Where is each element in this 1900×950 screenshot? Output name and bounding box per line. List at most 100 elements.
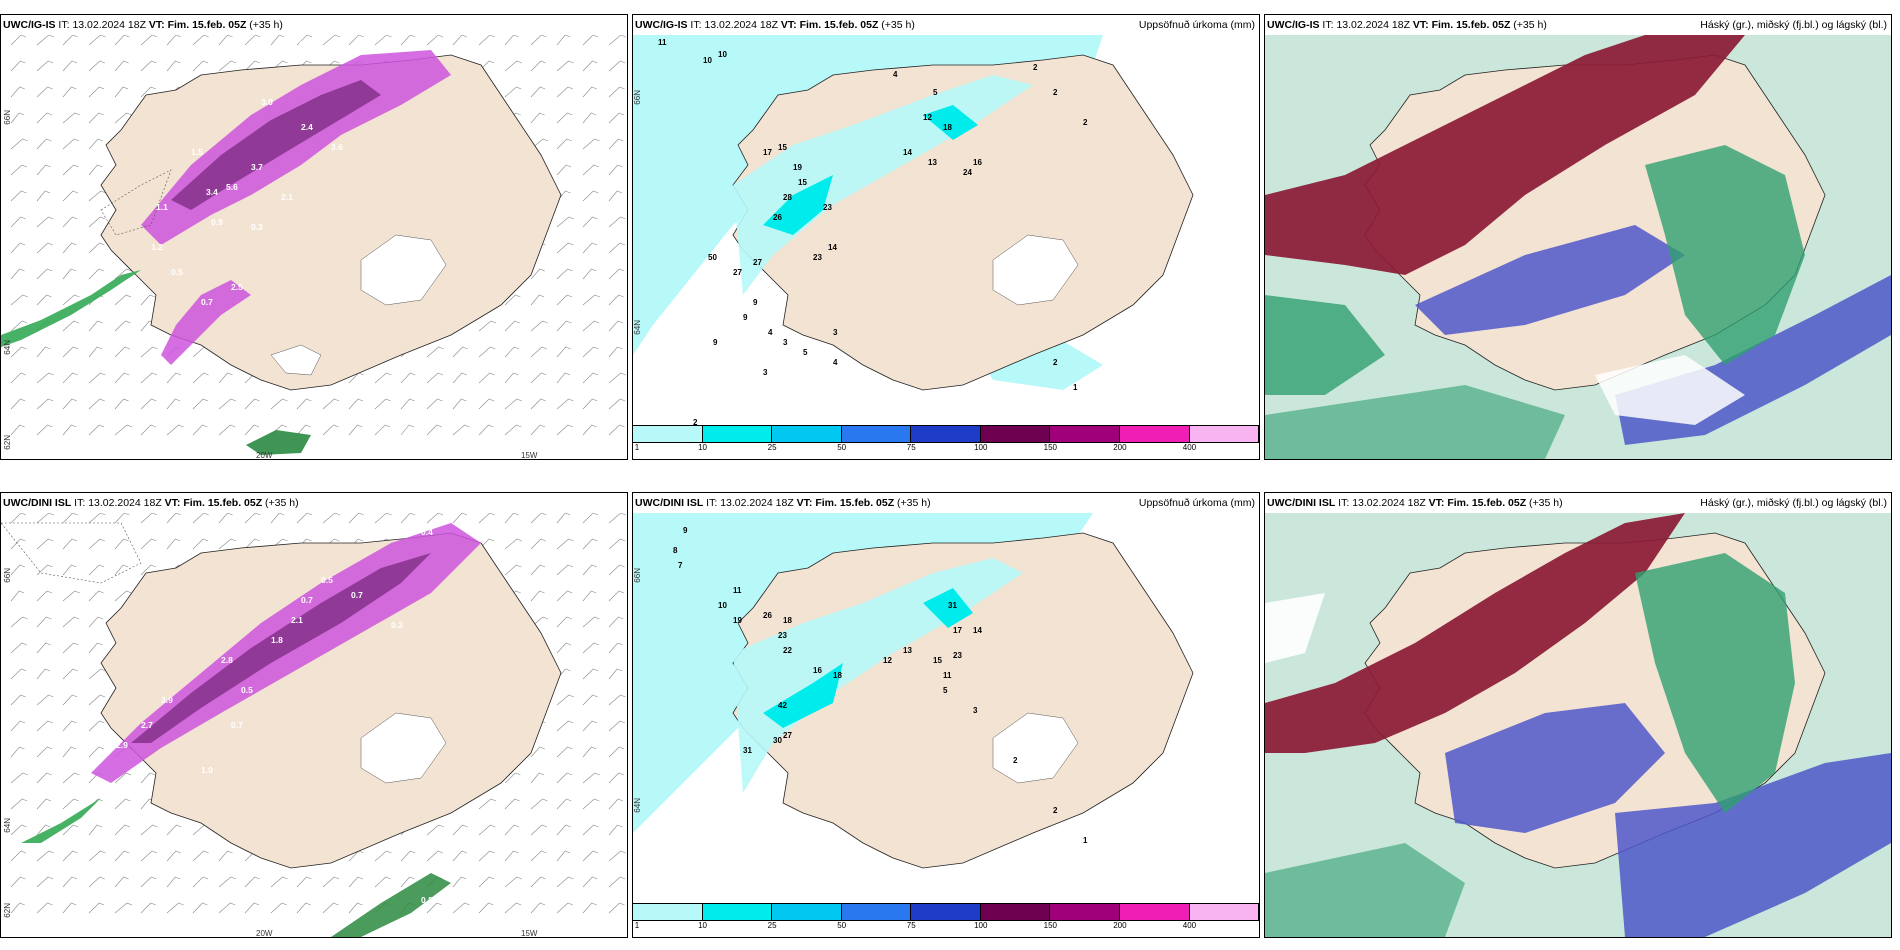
colorbar-tick: 100 — [974, 443, 988, 452]
wind-barb — [36, 538, 54, 550]
wind-barb — [88, 538, 105, 550]
lon-label: 20W — [256, 451, 273, 460]
precip-value: 0.3 — [251, 222, 263, 232]
colorbar-tick: 1 — [634, 921, 640, 930]
wind-barb — [556, 294, 573, 306]
wind-barb — [582, 720, 598, 732]
wind-barb — [36, 642, 51, 654]
wind-barb — [504, 320, 520, 332]
wind-barb — [114, 876, 129, 888]
accum-value: 26 — [773, 213, 782, 222]
accum-value: 2 — [1083, 118, 1088, 127]
wind-barb — [452, 824, 468, 836]
wind-barb — [556, 424, 574, 436]
glacier — [992, 234, 1079, 306]
wind-barb — [62, 320, 79, 332]
map-clouds — [1265, 513, 1891, 937]
wind-barb — [608, 60, 626, 72]
colorbar-tick: 400 — [1182, 443, 1197, 452]
wind-barb — [62, 616, 80, 628]
precip-value: 2.1 — [291, 615, 303, 625]
precip-value-labels: 0.4 3.0 2.4 1.5 3.7 5.6 2.1 3.4 1.1 0.9 1.2 0.3 0.5 0… — [151, 39, 343, 307]
wind-barb — [556, 746, 573, 758]
wind-barb — [10, 694, 26, 706]
wind-barb — [530, 850, 547, 862]
wind-barb — [452, 346, 468, 358]
wind-barb — [36, 564, 53, 576]
map-panel-clouds-bottom: UWC/DINI ISL IT: 13.02.2024 18Z VT: Fim.… — [1264, 492, 1892, 938]
accum-value: 18 — [833, 671, 842, 680]
wind-barb — [348, 513, 364, 524]
colorbar-tick: 10 — [698, 443, 707, 452]
wind-barb — [608, 190, 623, 202]
wind-barb — [504, 876, 523, 888]
wind-barb — [556, 86, 574, 98]
wind-barb — [140, 372, 158, 384]
hatched-area — [100, 169, 172, 236]
accum-value: 11 — [733, 586, 742, 595]
valid-time: Fim. 15.feb. 05Z — [1447, 497, 1527, 509]
accum-value: 2 — [1053, 358, 1058, 367]
accum-value: 16 — [813, 666, 822, 675]
accum-value: 3 — [973, 706, 978, 715]
wind-barb — [114, 590, 132, 602]
wind-barb — [400, 513, 416, 524]
wind-barb — [452, 35, 468, 46]
lat-label: 66N — [633, 90, 642, 105]
lat-label: 64N — [633, 798, 642, 813]
lon-label: 15W — [521, 451, 538, 460]
wind-barb — [36, 294, 52, 306]
wind-barb — [10, 902, 25, 914]
wind-barb — [218, 902, 236, 914]
wind-barb — [556, 824, 571, 836]
wind-barb — [478, 824, 496, 836]
colorbar-segment — [772, 904, 842, 920]
wind-barb — [582, 164, 600, 176]
accum-value: 11 — [658, 38, 667, 47]
lead-time: (+35 h) — [249, 19, 283, 31]
wind-barb — [530, 564, 546, 576]
accum-value: 3 — [763, 368, 768, 377]
vt-label: VT: — [1428, 497, 1445, 509]
wind-barb — [426, 372, 444, 384]
wind-barb — [62, 242, 77, 254]
accum-value: 5 — [943, 686, 948, 695]
wind-barb — [218, 850, 233, 862]
field-title: Háský (gr.), miðský (fj.bl.) og lágský (… — [1700, 19, 1887, 31]
wind-barb — [582, 798, 600, 810]
wind-barb — [530, 60, 546, 72]
lat-label: 66N — [3, 110, 12, 125]
wind-barb — [556, 538, 574, 550]
wind-barb — [36, 346, 51, 358]
wind-barb — [192, 35, 209, 46]
valid-time: Fim. 15.feb. 05Z — [799, 19, 879, 31]
wind-barb — [36, 694, 54, 706]
wind-barb — [426, 902, 442, 914]
wind-barb — [504, 424, 522, 436]
wind-barb — [166, 850, 181, 862]
model-name: UWC/DINI ISL — [635, 497, 704, 509]
wind-barb — [296, 902, 311, 914]
lat-label: 64N — [633, 320, 642, 335]
precip-value: 0.5 — [241, 685, 253, 695]
wind-barb — [10, 850, 27, 862]
wind-barb — [88, 190, 106, 202]
accum-value: 15 — [933, 656, 942, 665]
wind-barb — [36, 398, 54, 410]
lead-time: (+35 h) — [265, 497, 299, 509]
wind-barb — [36, 876, 54, 888]
accum-value: 27 — [753, 258, 762, 267]
wind-barb — [452, 398, 467, 410]
map-accum-precip: 1110104522215191715282623502727231412181… — [633, 35, 1194, 425]
precip-value: 0.9 — [211, 217, 223, 227]
precip-value: 5.6 — [226, 182, 238, 192]
wind-barb — [114, 798, 131, 810]
wind-barb — [114, 902, 133, 914]
wind-barb — [530, 398, 546, 410]
precip-value: 1.8 — [271, 635, 283, 645]
wind-barb — [452, 513, 468, 524]
green-precip — [21, 798, 101, 843]
precip-value: 1.5 — [191, 147, 203, 157]
model-name: UWC/IG-IS — [3, 19, 56, 31]
wind-barb — [582, 268, 597, 280]
